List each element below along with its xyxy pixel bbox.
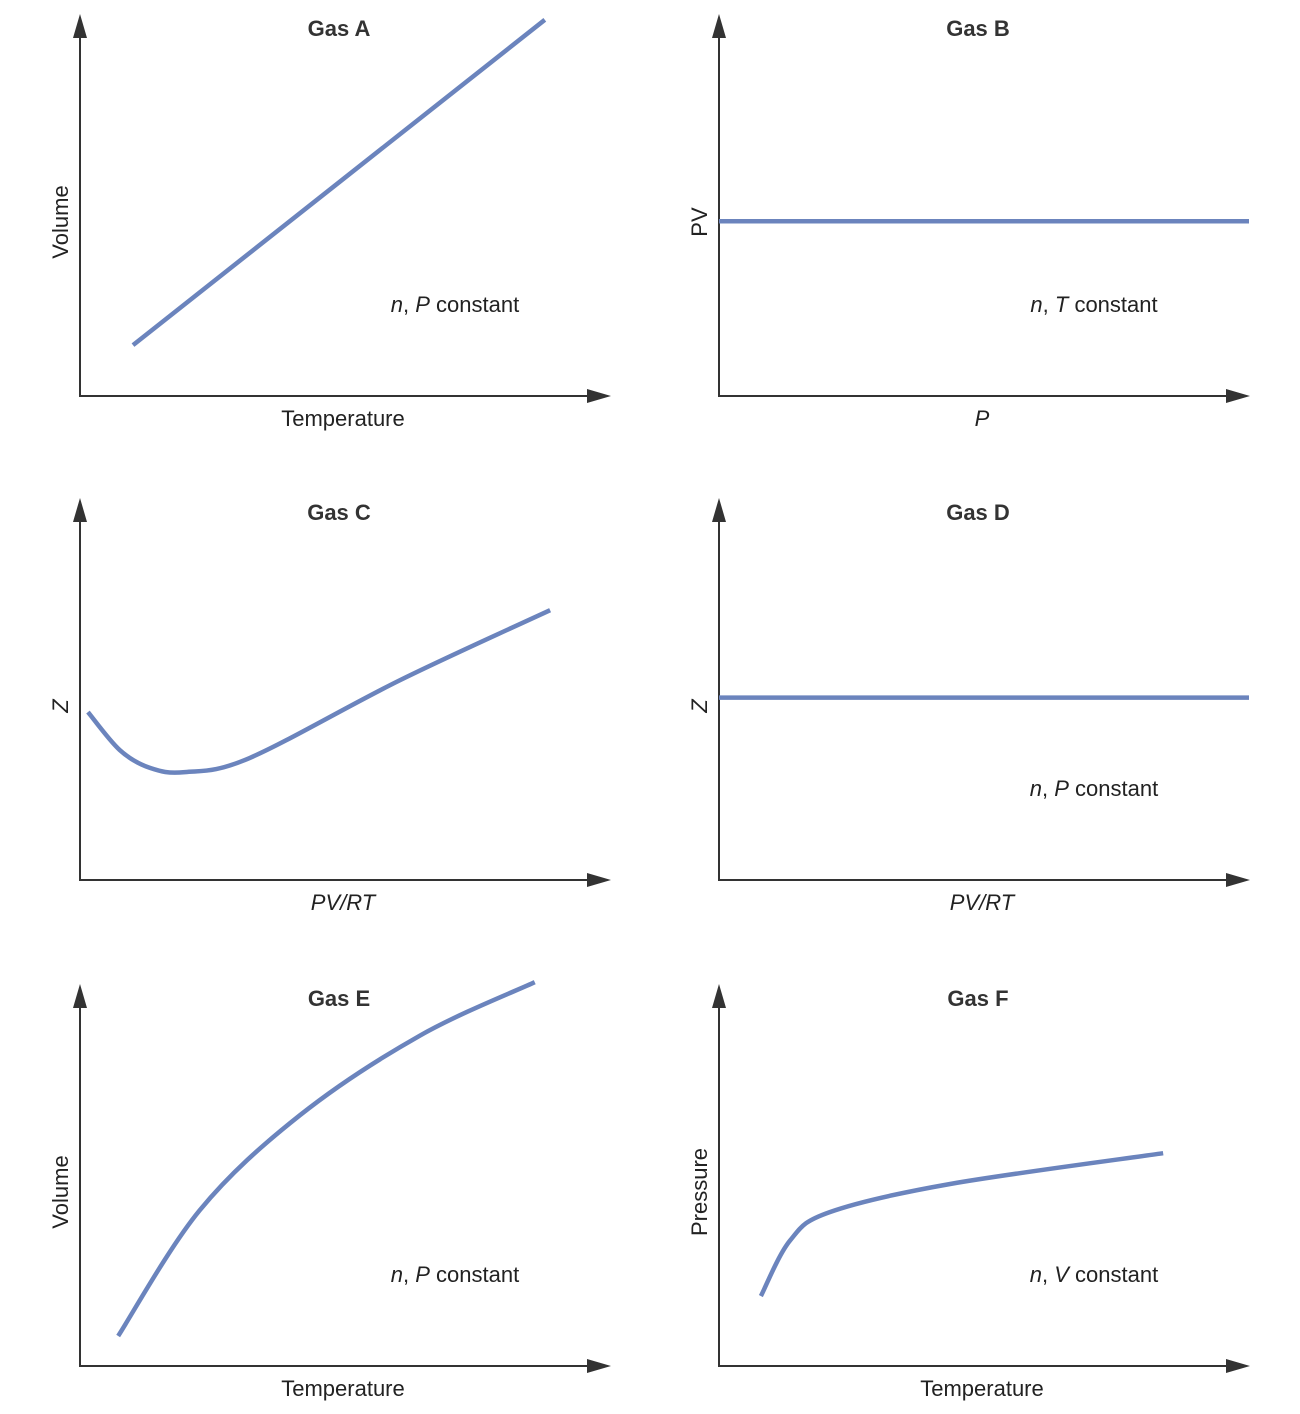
chart-title: Gas E bbox=[308, 986, 370, 1011]
annotation-var2: P bbox=[1054, 776, 1069, 801]
annotation-suffix: constant bbox=[430, 1262, 519, 1287]
constant-conditions-annotation: n, T constant bbox=[1030, 292, 1157, 317]
annotation-var2: T bbox=[1055, 292, 1070, 317]
annotation-suffix: constant bbox=[1069, 1262, 1158, 1287]
axes bbox=[79, 1006, 590, 1367]
chart-title: Gas D bbox=[946, 500, 1010, 525]
annotation-suffix: constant bbox=[430, 292, 519, 317]
chart-title: Gas A bbox=[308, 16, 371, 41]
x-axis-arrow-icon bbox=[587, 389, 611, 403]
chart-panel-gas-a: Gas A Temperature Volume n, P constant bbox=[48, 14, 611, 431]
y-axis-label: PV bbox=[687, 207, 712, 237]
chart-title: Gas F bbox=[947, 986, 1008, 1011]
y-axis-arrow-icon bbox=[712, 498, 726, 522]
chart-panel-gas-f: Gas F Temperature Pressure n, V constant bbox=[687, 984, 1250, 1401]
y-axis-label: Volume bbox=[48, 1155, 73, 1228]
axes bbox=[79, 520, 590, 881]
annotation-var2: V bbox=[1054, 1262, 1071, 1287]
annotation-suffix: constant bbox=[1068, 292, 1157, 317]
x-axis-arrow-icon bbox=[1226, 389, 1250, 403]
annotation-var1: n bbox=[1030, 1262, 1042, 1287]
y-axis-arrow-icon bbox=[73, 14, 87, 38]
axes bbox=[718, 36, 1229, 397]
constant-conditions-annotation: n, P constant bbox=[1030, 776, 1158, 801]
chart-panel-gas-e: Gas E Temperature Volume n, P constant bbox=[48, 980, 611, 1401]
chart-panel-gas-b: Gas B P PV n, T constant bbox=[687, 14, 1250, 431]
axes bbox=[718, 520, 1229, 881]
axes bbox=[79, 36, 590, 397]
annotation-separator: , bbox=[1043, 292, 1055, 317]
constant-conditions-annotation: n, P constant bbox=[391, 1262, 519, 1287]
annotation-var1: n bbox=[391, 1262, 403, 1287]
y-axis-label: Z bbox=[48, 698, 73, 714]
x-axis-label: PV/RT bbox=[950, 890, 1016, 915]
data-curve bbox=[86, 608, 552, 775]
chart-panel-gas-d: Gas D PV/RT Zn, P constant bbox=[687, 498, 1250, 915]
x-axis-label: Temperature bbox=[281, 1376, 405, 1401]
x-axis-label: P bbox=[975, 406, 990, 431]
annotation-separator: , bbox=[403, 1262, 415, 1287]
x-axis-arrow-icon bbox=[587, 873, 611, 887]
y-axis-arrow-icon bbox=[73, 498, 87, 522]
annotation-separator: , bbox=[1042, 1262, 1054, 1287]
y-axis-label: Pressure bbox=[687, 1148, 712, 1236]
x-axis-label: PV/RT bbox=[311, 890, 377, 915]
y-axis-arrow-icon bbox=[73, 984, 87, 1008]
x-axis-label: Temperature bbox=[920, 1376, 1044, 1401]
y-axis-label: Volume bbox=[48, 185, 73, 258]
constant-conditions-annotation: n, P constant bbox=[391, 292, 519, 317]
annotation-var2: P bbox=[415, 292, 430, 317]
annotation-separator: , bbox=[1042, 776, 1054, 801]
chart-panel-gas-c: Gas C PV/RT Z bbox=[48, 498, 611, 915]
data-curve bbox=[131, 18, 547, 347]
x-axis-label: Temperature bbox=[281, 406, 405, 431]
annotation-var1: n bbox=[391, 292, 403, 317]
chart-title: Gas B bbox=[946, 16, 1010, 41]
annotation-var2: P bbox=[415, 1262, 430, 1287]
data-curve bbox=[758, 1150, 1164, 1298]
axes bbox=[718, 1006, 1229, 1367]
y-axis-label: Z bbox=[687, 698, 712, 714]
x-axis-arrow-icon bbox=[1226, 873, 1250, 887]
y-axis-arrow-icon bbox=[712, 14, 726, 38]
annotation-var1: n bbox=[1030, 292, 1042, 317]
x-axis-arrow-icon bbox=[587, 1359, 611, 1373]
constant-conditions-annotation: n, V constant bbox=[1030, 1262, 1158, 1287]
annotation-var1: n bbox=[1030, 776, 1042, 801]
annotation-suffix: constant bbox=[1069, 776, 1158, 801]
annotation-separator: , bbox=[403, 292, 415, 317]
data-curve bbox=[116, 980, 536, 1338]
x-axis-arrow-icon bbox=[1226, 1359, 1250, 1373]
chart-title: Gas C bbox=[307, 500, 371, 525]
y-axis-arrow-icon bbox=[712, 984, 726, 1008]
